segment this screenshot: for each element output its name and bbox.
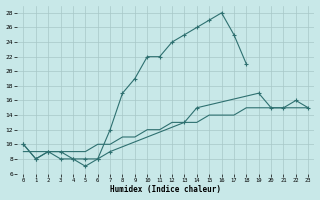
X-axis label: Humidex (Indice chaleur): Humidex (Indice chaleur) [110,185,221,194]
